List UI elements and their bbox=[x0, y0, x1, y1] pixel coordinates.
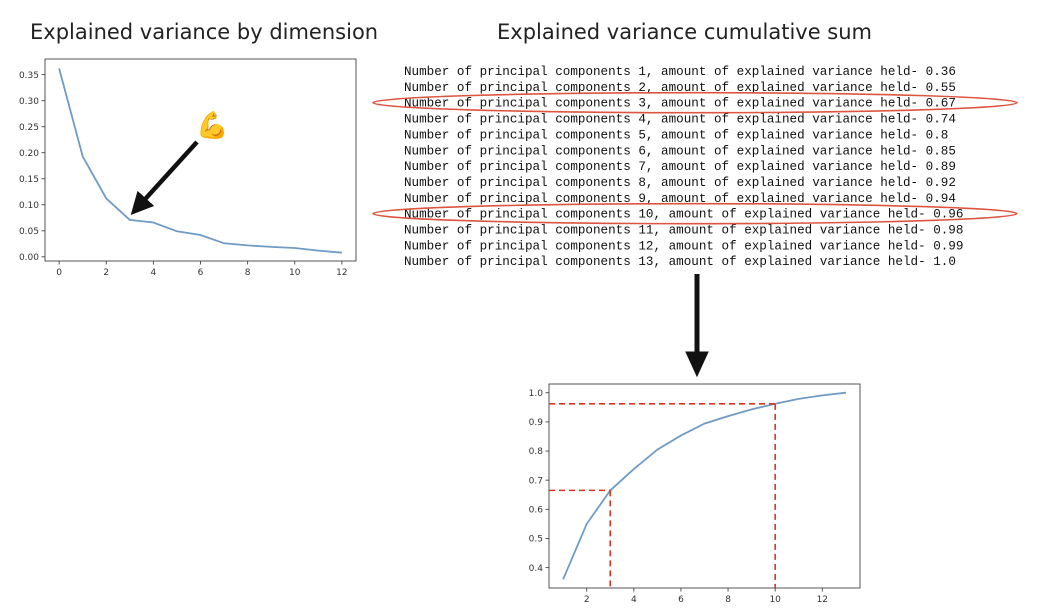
cum-frame bbox=[549, 384, 860, 588]
cum-x-tick-label: 4 bbox=[631, 595, 637, 605]
dim-y-tick-label: 0.20 bbox=[19, 149, 39, 159]
output-line: Number of principal components 10, amoun… bbox=[404, 208, 963, 222]
output-line: Number of principal components 12, amoun… bbox=[404, 239, 963, 253]
dim-y-tick-label: 0.00 bbox=[19, 253, 39, 263]
dim-x-tick-label: 0 bbox=[56, 268, 62, 278]
cum-y-tick-label: 0.7 bbox=[529, 476, 543, 486]
cum-x-tick-label: 12 bbox=[817, 595, 828, 605]
output-line: Number of principal components 6, amount… bbox=[404, 144, 956, 158]
variance-by-dimension-chart: 0 2 4 6 8 10 12 0.00 0.05 0.10 0.15 0.20 0.25 0.30 0.3… bbox=[19, 59, 356, 278]
dim-series-line bbox=[59, 68, 342, 252]
dim-y-tick-label: 0.30 bbox=[19, 97, 39, 107]
cum-x-tick-label: 2 bbox=[584, 595, 590, 605]
output-line: Number of principal components 7, amount… bbox=[404, 160, 956, 174]
elbow-pointer-arrow bbox=[138, 142, 197, 207]
output-line: Number of principal components 5, amount… bbox=[404, 128, 948, 142]
cum-y-tick-label: 0.9 bbox=[529, 418, 544, 428]
cum-x-tick-label: 10 bbox=[769, 595, 781, 605]
output-line: Number of principal components 3, amount… bbox=[404, 97, 956, 111]
dim-x-tick-label: 10 bbox=[289, 268, 301, 278]
cum-x-tick-label: 6 bbox=[678, 595, 684, 605]
dim-x-tick-label: 4 bbox=[151, 268, 157, 278]
cum-y-tick-label: 0.6 bbox=[529, 506, 544, 516]
down-arrow-head bbox=[686, 352, 708, 376]
dim-x-tick-label: 12 bbox=[336, 268, 347, 278]
dim-y-tick-label: 0.05 bbox=[19, 227, 39, 237]
flexed-biceps-icon: 💪 bbox=[196, 110, 228, 141]
cum-y-tick-label: 0.8 bbox=[529, 447, 544, 457]
dim-x-tick-label: 6 bbox=[198, 268, 204, 278]
dim-frame bbox=[45, 59, 356, 261]
cum-x-tick-label: 8 bbox=[725, 595, 731, 605]
output-line: Number of principal components 11, amoun… bbox=[404, 224, 963, 238]
cum-series-line bbox=[563, 393, 846, 580]
cum-y-tick-label: 0.5 bbox=[529, 535, 543, 545]
cumulative-variance-chart: 2 4 6 8 10 12 0.4 0.5 0.6 0.7 0.8 0.9 1.0 bbox=[529, 384, 860, 605]
output-line: Number of principal components 8, amount… bbox=[404, 176, 956, 190]
dim-x-tick-label: 2 bbox=[103, 268, 109, 278]
cum-y-tick-label: 1.0 bbox=[529, 389, 544, 399]
output-line: Number of principal components 13, amoun… bbox=[404, 255, 956, 269]
output-line: Number of principal components 1, amount… bbox=[404, 65, 956, 79]
dim-y-tick-label: 0.25 bbox=[19, 123, 39, 133]
dim-y-tick-label: 0.10 bbox=[19, 201, 39, 211]
dim-y-tick-label: 0.35 bbox=[19, 71, 39, 81]
dim-x-tick-label: 8 bbox=[245, 268, 251, 278]
dim-y-tick-label: 0.15 bbox=[19, 175, 39, 185]
cum-y-tick-label: 0.4 bbox=[529, 564, 544, 574]
output-line: Number of principal components 4, amount… bbox=[404, 113, 956, 127]
